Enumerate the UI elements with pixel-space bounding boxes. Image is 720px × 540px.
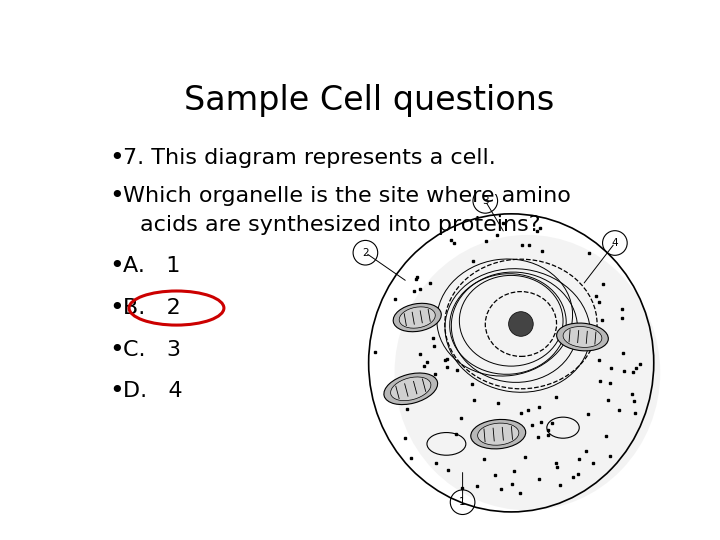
Circle shape [508,312,534,336]
Text: C.   3: C. 3 [124,340,181,360]
Ellipse shape [384,373,438,404]
Text: •: • [109,296,125,320]
Ellipse shape [477,423,519,445]
Ellipse shape [391,377,431,401]
Text: •: • [109,184,125,208]
Text: 7. This diagram represents a cell.: 7. This diagram represents a cell. [124,148,496,168]
Text: A.   1: A. 1 [124,256,181,276]
Text: 1: 1 [459,497,466,507]
Text: Sample Cell questions: Sample Cell questions [184,84,554,117]
Ellipse shape [395,235,660,510]
Text: D.   4: D. 4 [124,381,183,401]
Text: •: • [109,338,125,362]
Text: B.   2: B. 2 [124,298,181,318]
Text: 4: 4 [611,238,618,248]
Ellipse shape [399,307,436,328]
Ellipse shape [393,303,441,332]
Text: •: • [109,254,125,279]
Text: Which organelle is the site where amino: Which organelle is the site where amino [124,186,572,206]
Text: acids are synthesized into proteins?: acids are synthesized into proteins? [140,215,541,235]
Text: •: • [109,379,125,403]
Ellipse shape [557,323,608,351]
Ellipse shape [563,327,602,347]
Text: 2: 2 [362,248,369,258]
Text: •: • [109,146,125,170]
Text: 3: 3 [482,196,489,206]
Ellipse shape [471,420,526,449]
